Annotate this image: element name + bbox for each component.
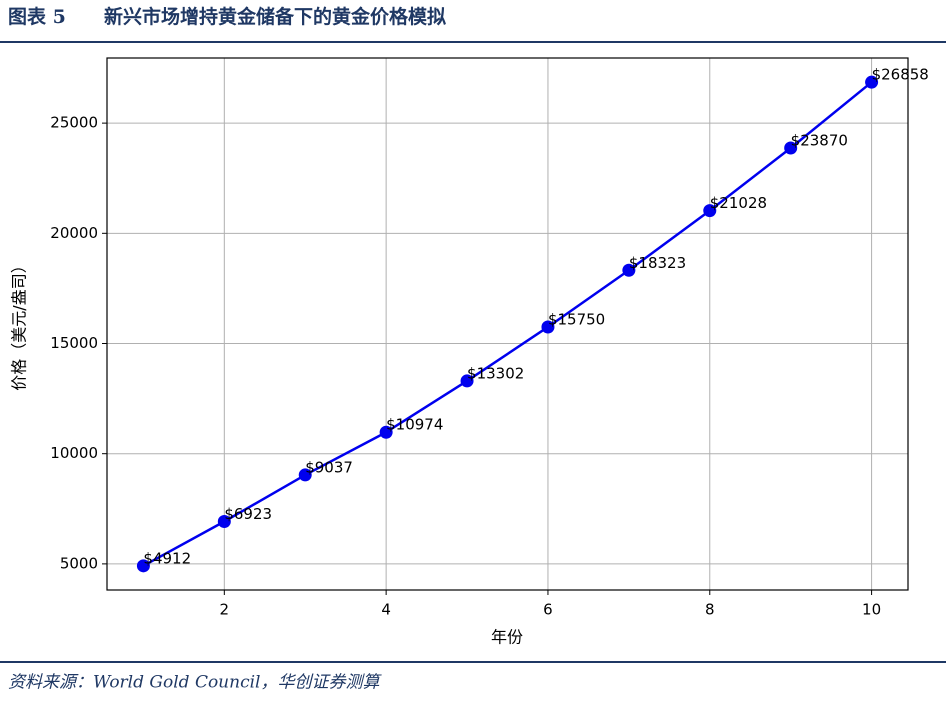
data-point [460,374,474,388]
data-point [784,141,798,155]
y-tick-label: 15000 [50,334,98,352]
x-axis-label: 年份 [491,628,523,647]
figure-title: 新兴市场增持黄金储备下的黄金价格模拟 [104,5,446,28]
data-label: $23870 [791,132,848,150]
data-label: $21028 [710,194,767,212]
y-tick-label: 25000 [50,114,98,132]
data-point [622,263,636,277]
data-label: $13302 [467,364,524,382]
data-label: $6923 [224,505,272,523]
data-point [703,204,717,218]
figure-label: 图表 5 [8,5,66,28]
data-label: $15750 [548,310,605,328]
data-label: $4912 [143,549,191,567]
data-label: $18323 [629,254,686,272]
plot-frame [106,57,909,591]
y-tick-label: 5000 [60,554,98,572]
x-tick-label: 6 [543,601,553,619]
x-tick-label: 2 [220,601,230,619]
data-point [136,559,150,573]
source-note: 资料来源：World Gold Council，华创证券测算 [8,673,382,693]
data-label: $10974 [386,416,443,434]
data-point [541,320,555,334]
data-point [298,468,312,482]
data-point [217,515,231,529]
x-tick-label: 10 [862,601,881,619]
y-axis-label: 价格（美元/盎司） [10,257,29,390]
x-tick-label: 4 [381,601,391,619]
data-point [865,75,879,89]
series-line [142,81,873,567]
data-point [379,425,393,439]
data-label: $9037 [305,458,353,476]
x-tick-label: 8 [705,601,715,619]
y-tick-label: 20000 [50,224,98,242]
data-label: $26858 [872,66,929,84]
y-tick-label: 10000 [50,444,98,462]
